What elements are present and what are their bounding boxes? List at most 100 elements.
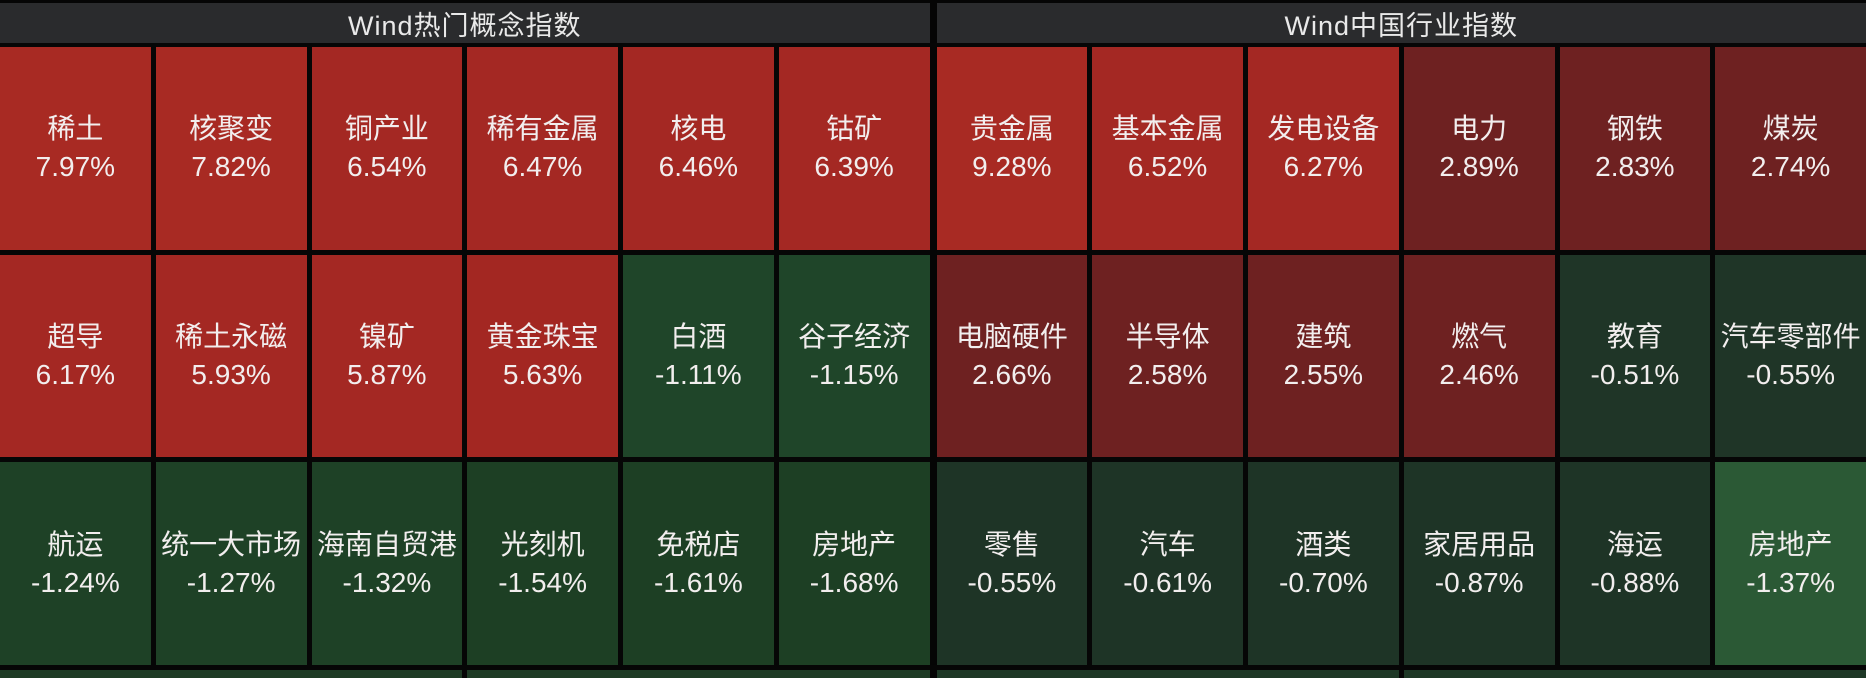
tile-label: 稀有金属 [486,113,599,145]
industry-panel-partial-row [936,670,1866,678]
tile-change-percent: -0.70% [1279,566,1368,598]
tile-label: 电力 [1451,113,1508,145]
tile-change-percent: 6.54% [347,151,427,183]
tile-change-percent: -1.68% [809,566,899,598]
tile-label: 航运 [47,528,104,560]
tile-label: 核电 [670,113,727,145]
tile-label: 稀土 [47,113,104,145]
tile-label: 超导 [47,320,104,352]
heatmap-tile[interactable]: 镍矿 5.87% [311,254,463,458]
heatmap-tile[interactable]: 电脑硬件 2.66% [936,254,1088,458]
tile-label: 贵金属 [969,113,1054,145]
heatmap-tile[interactable]: 核电 6.46% [623,47,774,250]
heatmap-tile[interactable]: 燃气 2.46% [1403,254,1555,458]
heatmap-tile[interactable]: 汽车 -0.61% [1092,462,1243,665]
heatmap-tile[interactable]: 黄金珠宝 5.63% [467,254,618,458]
heatmap-tile[interactable]: 超导 6.17% [0,254,151,458]
tile-label: 钴矿 [826,113,883,145]
heatmap-tile[interactable]: 半导体 2.58% [1092,254,1243,458]
tile-label: 海运 [1606,528,1663,560]
heatmap-tile[interactable]: 光刻机 -1.54% [467,462,618,665]
industry-index-panel: 贵金属 9.28% 基本金属 6.52% 发电设备 6.27% 电力 2.89% 钢铁 2.83%… [936,47,1866,665]
tile-label: 黄金珠宝 [486,320,599,352]
panel-title-concept-indices: Wind热门概念指数 [0,3,930,43]
tile-label: 铜产业 [344,113,429,145]
heatmap-tile[interactable]: 汽车零部件 -0.55% [1715,254,1866,458]
heatmap-tile[interactable]: 海运 -0.88% [1559,462,1711,665]
tile-label: 发电设备 [1267,113,1380,145]
partial-tile [467,670,930,678]
tile-change-percent: 6.46% [658,151,739,183]
tile-label: 家居用品 [1423,528,1536,560]
heatmap-tile[interactable]: 电力 2.89% [1403,47,1555,250]
tile-change-percent: 6.27% [1283,151,1364,183]
tile-change-percent: -1.27% [186,566,276,598]
tile-change-percent: 5.93% [191,358,271,390]
heatmap-tile[interactable]: 教育 -0.51% [1559,254,1711,458]
tile-label: 汽车 [1139,528,1196,560]
heatmap-tile[interactable]: 基本金属 6.52% [1092,47,1243,250]
tile-label: 房地产 [1748,528,1833,560]
tile-change-percent: 5.63% [502,358,583,390]
tile-label: 镍矿 [358,320,415,352]
tile-label: 钢铁 [1606,113,1663,145]
concept-panel-partial-row [0,670,930,678]
panel-title-industry-indices: Wind中国行业指数 [936,3,1866,43]
tile-change-percent: 2.89% [1439,151,1519,183]
tile-change-percent: -0.51% [1590,358,1680,390]
tile-change-percent: 5.87% [347,358,427,390]
panel-divider [929,3,937,43]
tile-change-percent: -0.87% [1434,566,1524,598]
tile-change-percent: -0.61% [1123,566,1212,598]
tile-change-percent: 6.39% [814,151,894,183]
tile-label: 基本金属 [1111,113,1224,145]
heatmap-tile[interactable]: 发电设备 6.27% [1248,47,1399,250]
tile-change-percent: -0.55% [1746,358,1835,390]
heatmap-tile[interactable]: 铜产业 6.54% [311,47,463,250]
tile-label: 海南自贸港 [316,528,457,560]
heatmap-tile[interactable]: 钢铁 2.83% [1559,47,1711,250]
heatmap-tile[interactable]: 稀有金属 6.47% [467,47,618,250]
heatmap-tile[interactable]: 谷子经济 -1.15% [778,254,930,458]
heatmap-tile[interactable]: 航运 -1.24% [0,462,151,665]
tile-change-percent: 6.52% [1127,151,1208,183]
tile-change-percent: 2.58% [1127,358,1208,390]
heatmap-grids: 稀土 7.97% 核聚变 7.82% 铜产业 6.54% 稀有金属 6.47% 核电 6.46% 钴… [0,47,1866,665]
heatmap-tile[interactable]: 免税店 -1.61% [623,462,774,665]
tile-change-percent: -1.15% [809,358,899,390]
tile-label: 零售 [983,528,1040,560]
partial-tile [1403,670,1866,678]
heatmap-tile[interactable]: 统一大市场 -1.27% [155,462,307,665]
heatmap-tile[interactable]: 酒类 -0.70% [1248,462,1399,665]
tile-change-percent: -0.88% [1590,566,1680,598]
heatmap-tile[interactable]: 核聚变 7.82% [155,47,307,250]
tile-change-percent: 2.83% [1595,151,1675,183]
tile-label: 半导体 [1125,320,1210,352]
tile-label: 光刻机 [500,528,585,560]
tile-change-percent: 7.82% [191,151,271,183]
tile-change-percent: -1.37% [1746,566,1835,598]
heatmap-tile[interactable]: 钴矿 6.39% [778,47,930,250]
heatmap-tile[interactable]: 海南自贸港 -1.32% [311,462,463,665]
tile-change-percent: 7.97% [35,151,116,183]
tile-change-percent: -1.32% [342,566,432,598]
heatmap-tile[interactable]: 家居用品 -0.87% [1403,462,1555,665]
heatmap-tile[interactable]: 房地产 -1.68% [778,462,930,665]
heatmap-tile[interactable]: 零售 -0.55% [936,462,1088,665]
tile-label: 免税店 [656,528,741,560]
tile-label: 谷子经济 [798,320,911,352]
tile-change-percent: 2.55% [1283,358,1364,390]
heatmap-tile[interactable]: 稀土永磁 5.93% [155,254,307,458]
panel-divider [929,47,937,665]
heatmap-tile[interactable]: 稀土 7.97% [0,47,151,250]
next-row-partial-strip [0,670,1866,678]
tile-label: 教育 [1606,320,1663,352]
heatmap-tile[interactable]: 建筑 2.55% [1248,254,1399,458]
tile-change-percent: -1.61% [654,566,743,598]
heatmap-tile[interactable]: 房地产 -1.37% [1715,462,1866,665]
heatmap-tile[interactable]: 贵金属 9.28% [936,47,1088,250]
heatmap-tile[interactable]: 白酒 -1.11% [623,254,774,458]
partial-tile [936,670,1399,678]
heatmap-tile[interactable]: 煤炭 2.74% [1715,47,1866,250]
